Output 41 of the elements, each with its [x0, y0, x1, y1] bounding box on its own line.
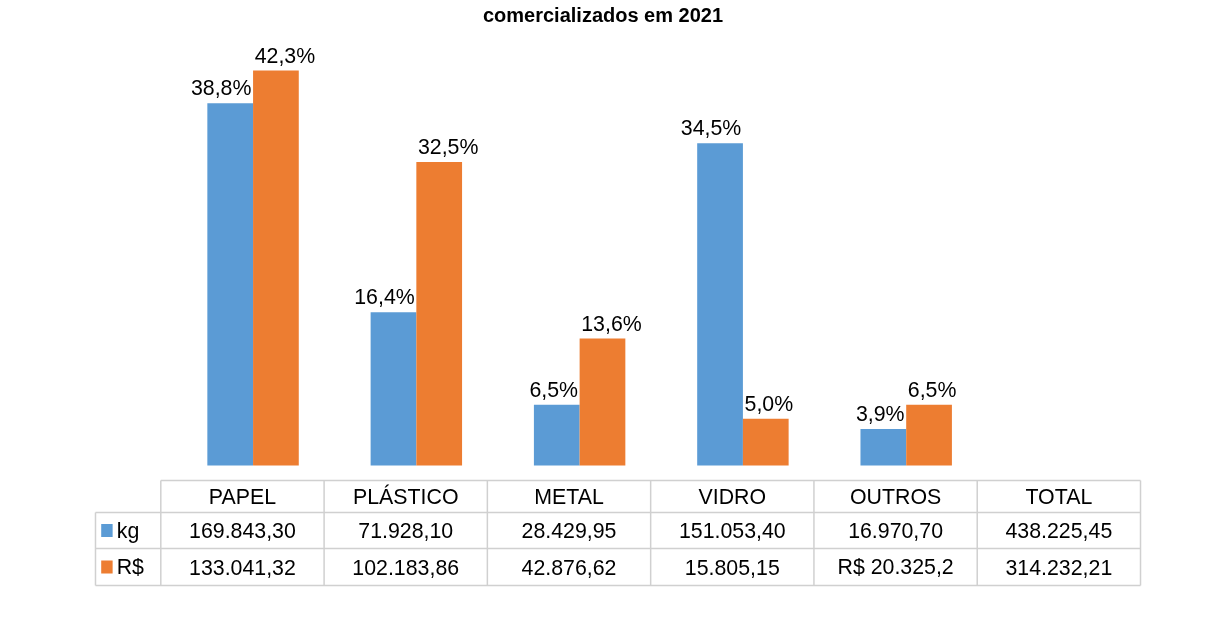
- bar: [579, 338, 626, 466]
- data-label: 6,5%: [907, 377, 957, 402]
- data-label: 6,5%: [529, 377, 579, 402]
- text: 314.232,21: [1005, 555, 1113, 580]
- text: 71.928,10: [358, 519, 454, 543]
- legend-label: kg: [116, 518, 140, 543]
- data-label: 3,9%: [855, 402, 905, 427]
- data-label: 38,8%: [190, 76, 252, 101]
- bar: [207, 103, 254, 466]
- text: 169.843,30: [189, 519, 296, 543]
- bar: [416, 162, 463, 466]
- bar: [370, 312, 417, 466]
- bar: [533, 404, 580, 466]
- bar: [860, 429, 907, 466]
- text: 151.053,40: [678, 519, 786, 543]
- data-label: 5,0%: [744, 391, 794, 416]
- text: 102.183,86: [352, 555, 460, 580]
- bar: [742, 418, 789, 466]
- text: R$ 20.325,2: [837, 555, 954, 579]
- data-label: 32,5%: [417, 135, 479, 160]
- data-label: 42,3%: [254, 43, 316, 68]
- text: 438.225,45: [1005, 519, 1113, 543]
- x-tick-label: PAPEL: [208, 484, 277, 509]
- chart-title: comercializados em 2021: [482, 3, 724, 26]
- x-tick-label: PLÁSTICO: [352, 483, 459, 509]
- bar: [697, 143, 743, 466]
- data-label: 13,6%: [581, 311, 642, 336]
- x-tick-label: TOTAL: [1025, 484, 1093, 509]
- bar: [253, 70, 299, 466]
- text: 28.429,95: [521, 519, 617, 543]
- text: 15.805,15: [684, 555, 780, 580]
- text: 133.041,32: [189, 555, 296, 580]
- x-tick-label: METAL: [534, 484, 604, 509]
- bar: [906, 404, 952, 466]
- x-tick-label: OUTROS: [849, 484, 942, 509]
- legend-label: R$: [116, 555, 145, 579]
- text: 42.876,62: [521, 555, 617, 580]
- text: 16.970,70: [848, 519, 944, 543]
- data-label: 16,4%: [354, 285, 415, 310]
- x-tick-label: VIDRO: [698, 484, 767, 509]
- data-label: 34,5%: [680, 116, 742, 141]
